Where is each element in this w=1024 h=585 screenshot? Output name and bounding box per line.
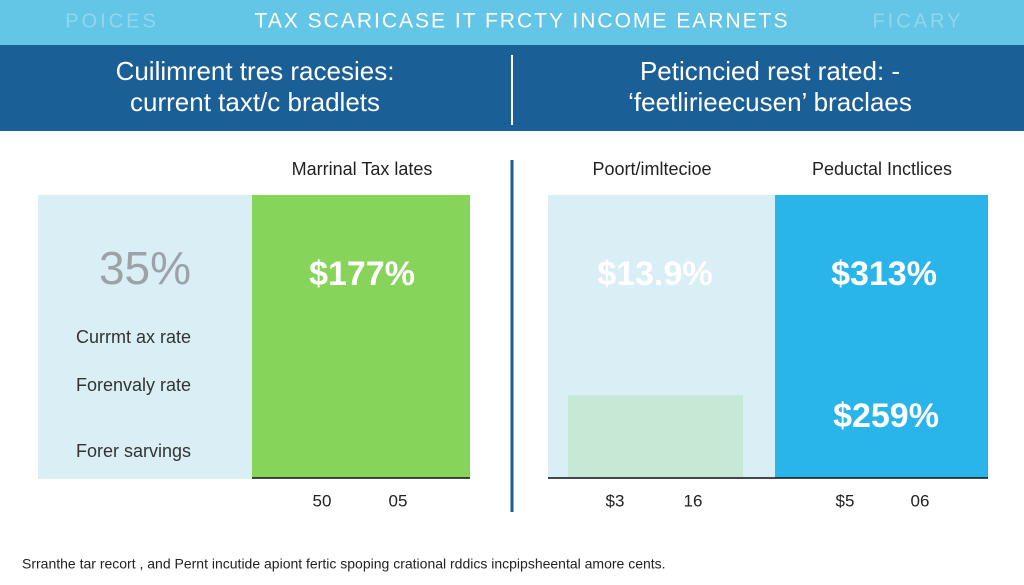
- right-heading: Peductal Inctlices: [812, 159, 952, 179]
- pale-green-block: [568, 395, 743, 478]
- footer-note: Srranthe tar recort , and Pernt incutide…: [22, 556, 666, 572]
- header-left-line: Cuilimrent tres racesies:: [116, 56, 395, 86]
- panel-value: $313%: [831, 255, 937, 293]
- axis-label: 50: [313, 491, 332, 510]
- header-right-line: ‘feetlirieecusen’ braclaes: [628, 87, 912, 117]
- blue-panel: [775, 195, 988, 478]
- axis-label: $5: [836, 491, 855, 510]
- row-label: Forenvaly rate: [76, 375, 191, 395]
- banner-title: TAX SCARICASE IT FRCTY INCOME EARNETS: [255, 10, 790, 33]
- green-panel: [252, 195, 470, 478]
- row-label: Currmt ax rate: [76, 327, 191, 347]
- panel-value: $259%: [833, 397, 939, 435]
- row-label: Forer sarvings: [76, 441, 191, 461]
- header-right-line: Peticncied rest rated: -: [640, 56, 900, 86]
- right-heading: Poort/imltecioe: [592, 159, 711, 179]
- light-panel: [38, 195, 252, 479]
- banner-left: POICES: [65, 10, 159, 32]
- header-left-line: current taxt/c bradlets: [130, 87, 380, 117]
- big-value: 35%: [99, 242, 191, 294]
- top-banner: [0, 0, 1024, 45]
- axis-label: 05: [389, 491, 408, 510]
- green-value: $177%: [309, 255, 415, 293]
- left-heading: Marrinal Tax lates: [292, 159, 433, 179]
- panel-value: $13.9%: [597, 255, 712, 293]
- axis-label: 16: [684, 491, 703, 510]
- axis-label: 06: [911, 491, 930, 510]
- axis-label: $3: [606, 491, 625, 510]
- banner-right: FICARY: [873, 10, 964, 32]
